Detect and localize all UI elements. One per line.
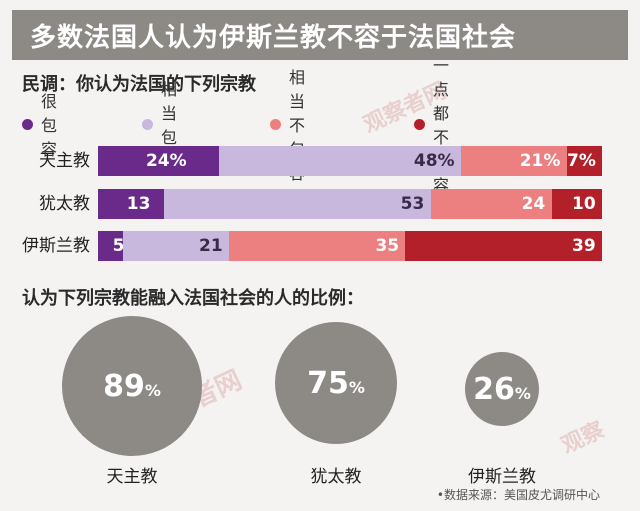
- bubble-catholic: 89%: [62, 316, 202, 456]
- survey-title: 民调：你认为法国的下列宗教: [22, 74, 256, 95]
- segment-value-label: 7%: [567, 151, 596, 171]
- segment-very-tolerant: [98, 231, 124, 261]
- legend-item: 相当包容: [142, 80, 177, 171]
- segment-value-label: 21: [199, 236, 223, 256]
- legend-dot: [414, 118, 425, 130]
- bubble-value: 75: [307, 365, 349, 401]
- segment-value-label: 5: [112, 236, 125, 256]
- watermark: 观察: [557, 417, 609, 459]
- segment-value-label: 24: [521, 194, 546, 214]
- segment-value-label: 24%: [145, 151, 187, 171]
- segment-not-tolerant: [566, 146, 603, 176]
- legend-dot: [142, 118, 153, 130]
- bubble-label: 伊斯兰教: [468, 467, 536, 487]
- segment-value-label: 10: [572, 194, 596, 214]
- segment-value-label: 13: [126, 194, 151, 214]
- segment-fairly-tolerant: [123, 231, 230, 261]
- segment-very-tolerant: [98, 146, 220, 176]
- legend-item: 一点都不包容: [414, 56, 449, 195]
- legend-label: 很包容: [41, 92, 58, 159]
- bubble-islam: 26%: [465, 352, 539, 426]
- bubble-label: 天主教: [106, 467, 158, 487]
- segment-very-tolerant: [98, 189, 165, 219]
- segment-not-tolerant: [405, 231, 603, 261]
- segment-value-label: 39: [572, 236, 596, 256]
- segment-fairly-intolerant: [460, 146, 568, 176]
- segment-fairly-intolerant: [229, 231, 406, 261]
- legend-dot: [270, 118, 281, 130]
- segment-not-tolerant: [551, 189, 603, 219]
- row-label-catholic: 天主教: [39, 151, 90, 171]
- segment-value-label: 53: [400, 194, 425, 214]
- stacked-bar-judaism: 13 53 24 10: [98, 189, 603, 219]
- bubble-unit: %: [514, 383, 531, 403]
- legend-item: 很包容: [22, 92, 57, 159]
- bubble-label: 犹太教: [310, 467, 362, 487]
- stacked-bar-islam: 5 21 35 39: [98, 231, 603, 261]
- row-label-islam: 伊斯兰教: [22, 236, 90, 256]
- integration-question: 认为下列宗教能融入法国社会的人的比例：: [22, 288, 364, 309]
- legend-dot: [22, 118, 33, 130]
- row-label-judaism: 犹太教: [39, 194, 90, 214]
- bubble-unit: %: [144, 380, 161, 400]
- page-title: 多数法国人认为伊斯兰教不容于法国社会: [12, 10, 628, 60]
- segment-fairly-tolerant: [218, 146, 462, 176]
- bubble-value: 89: [103, 368, 145, 404]
- segment-value-label: 21%: [519, 151, 561, 171]
- segment-fairly-tolerant: [163, 189, 432, 219]
- legend-item: 相当不包容: [270, 68, 305, 183]
- bubble-unit: %: [348, 377, 365, 397]
- bubble-value: 26: [473, 371, 515, 407]
- segment-fairly-intolerant: [430, 189, 553, 219]
- stacked-bar-catholic: 24% 48% 21% 7%: [98, 146, 603, 176]
- segment-value-label: 35: [375, 236, 400, 256]
- segment-value-label: 48%: [413, 151, 455, 171]
- source-note: •数据来源：美国皮尤调研中心: [436, 488, 600, 502]
- bubble-judaism: 75%: [275, 322, 397, 444]
